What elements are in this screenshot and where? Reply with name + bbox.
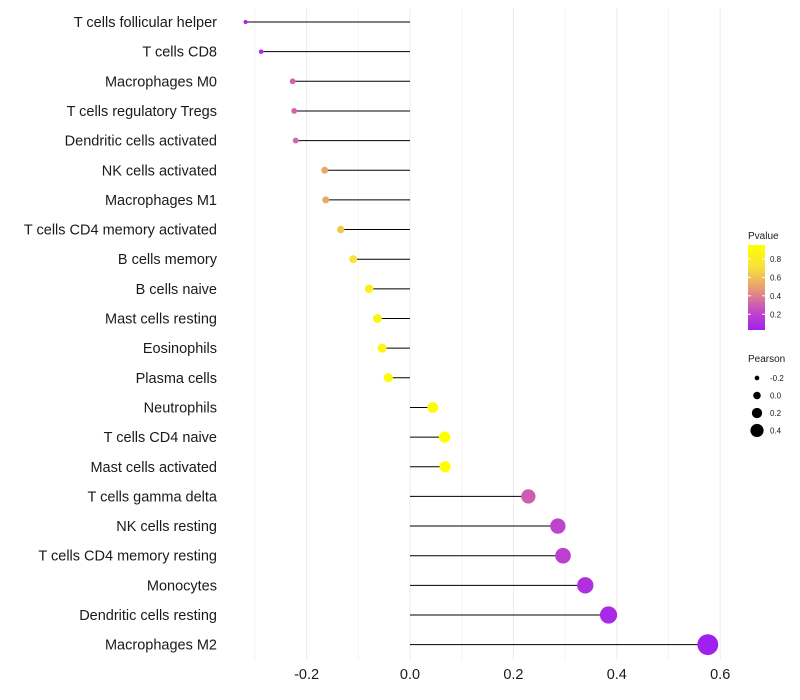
- data-point: [383, 373, 393, 383]
- category-labels: T cells follicular helper T cells CD8 Macr…: [24, 15, 218, 654]
- category-label: Plasma cells: [136, 371, 217, 387]
- stems: [245, 21, 708, 646]
- pearson-legend-title: Pearson: [748, 354, 785, 365]
- category-label: Monocytes: [147, 578, 217, 594]
- category-label: T cells follicular helper: [74, 15, 217, 31]
- category-label: T cells CD4 naive: [104, 430, 217, 446]
- data-point: [321, 166, 329, 174]
- category-label: T cells regulatory Tregs: [67, 104, 217, 120]
- x-tick-label: 0.2: [503, 667, 523, 683]
- pvalue-legend-label: 0.2: [770, 310, 782, 319]
- pearson-legend-label: 0.4: [770, 427, 782, 436]
- data-point: [577, 577, 594, 594]
- pearson-legend: Pearson -0.2 0.0 0.2 0.4: [748, 354, 785, 438]
- category-label: T cells CD4 memory resting: [38, 549, 217, 565]
- pearson-legend-label: 0.2: [770, 409, 782, 418]
- category-label: Macrophages M1: [105, 193, 217, 209]
- data-point: [439, 461, 451, 473]
- pvalue-legend-label: 0.8: [770, 255, 782, 264]
- category-label: Eosinophils: [143, 341, 217, 357]
- pvalue-legend-title: Pvalue: [748, 231, 779, 242]
- data-point: [258, 49, 264, 54]
- category-label: B cells naive: [136, 282, 217, 298]
- data-point: [292, 137, 299, 144]
- category-label: Macrophages M2: [105, 638, 217, 654]
- data-point: [439, 431, 451, 443]
- data-point: [427, 402, 439, 413]
- pvalue-legend-label: 0.6: [770, 273, 782, 282]
- data-point: [336, 225, 345, 234]
- category-label: T cells CD4 memory activated: [24, 223, 217, 239]
- data-point: [322, 196, 330, 204]
- pearson-legend-key: [750, 423, 764, 438]
- data-point: [550, 518, 566, 534]
- points: [243, 19, 719, 656]
- category-label: NK cells activated: [102, 163, 217, 179]
- data-point: [377, 343, 387, 353]
- pearson-legend-label: 0.0: [770, 392, 782, 401]
- pvalue-colorbar: [748, 245, 765, 330]
- category-label: Macrophages M0: [105, 74, 217, 90]
- x-tick-label: 0.0: [400, 667, 420, 683]
- x-tick-label: -0.2: [294, 667, 319, 683]
- data-point: [697, 634, 719, 656]
- data-point: [291, 108, 298, 114]
- category-label: T cells CD8: [142, 45, 217, 61]
- category-label: Dendritic cells activated: [65, 134, 217, 150]
- data-point: [364, 284, 374, 294]
- data-point: [243, 19, 248, 25]
- category-label: Mast cells resting: [105, 312, 217, 328]
- data-point: [289, 78, 296, 85]
- data-point: [555, 547, 571, 564]
- x-tick-label: 0.4: [607, 667, 627, 683]
- category-label: Dendritic cells resting: [79, 608, 217, 624]
- data-point: [373, 314, 382, 323]
- category-label: Mast cells activated: [90, 460, 217, 476]
- data-point: [349, 255, 358, 264]
- x-tick-label: 0.6: [710, 667, 730, 683]
- data-point: [599, 606, 618, 624]
- pvalue-legend-label: 0.4: [770, 292, 782, 301]
- data-point: [521, 489, 536, 504]
- pearson-legend-key: [751, 407, 763, 419]
- pearson-legend-label: -0.2: [770, 374, 784, 383]
- pvalue-legend: Pvalue 0.2 0.4 0.6 0.8: [748, 231, 782, 330]
- category-label: NK cells resting: [116, 519, 217, 535]
- x-axis-ticks: -0.2 0.0 0.2 0.4 0.6: [294, 667, 730, 683]
- category-label: B cells memory: [118, 252, 218, 268]
- grid-lines: [254, 8, 721, 660]
- category-label: T cells gamma delta: [88, 489, 218, 505]
- pearson-legend-key: [753, 391, 761, 400]
- category-label: Neutrophils: [144, 400, 217, 416]
- pearson-legend-key: [754, 375, 760, 381]
